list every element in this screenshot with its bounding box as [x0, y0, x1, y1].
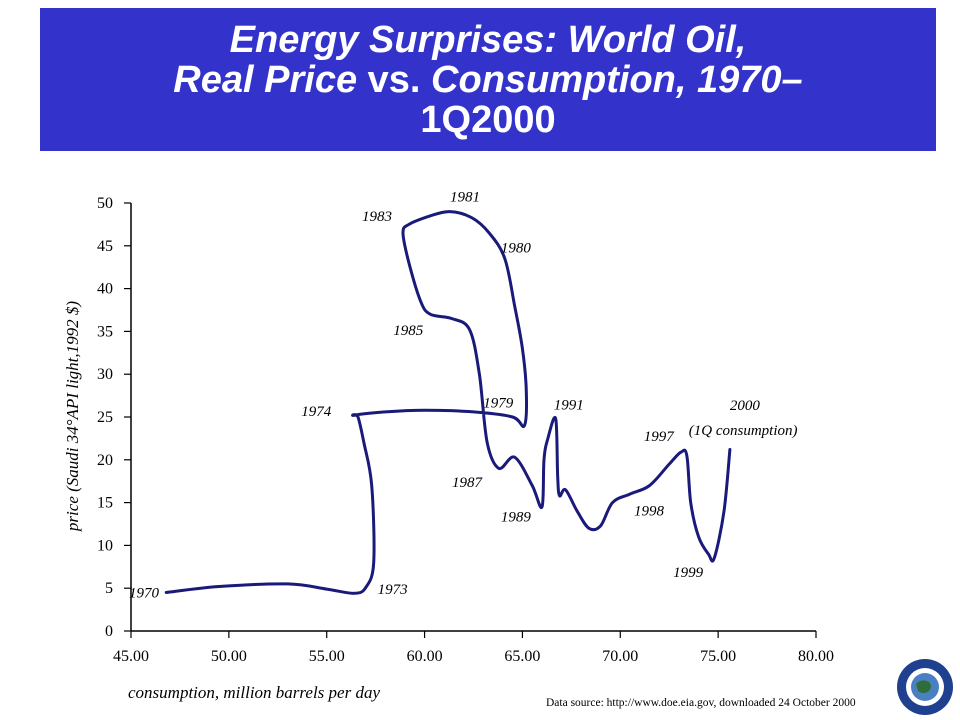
title-line-1: Energy Surprises: World Oil,: [229, 18, 747, 61]
title-banner: Energy Surprises: World Oil, Real Price …: [40, 8, 936, 151]
year-annotation: (1Q consumption): [689, 423, 798, 439]
y-tick-label: 20: [97, 452, 113, 469]
y-tick-label: 45: [97, 238, 113, 255]
title-line-2-c: Consumption, 1970–: [431, 58, 803, 101]
year-annotation: 1974: [301, 404, 332, 420]
annotations: 1970 1973 1974 1979 1980 1981 1983 1985 1987 1989…: [129, 189, 797, 601]
y-tick-label: 40: [97, 281, 113, 298]
y-tick-label: 25: [97, 409, 113, 426]
year-annotation: 1970: [129, 586, 160, 602]
title-line-2-b: vs.: [357, 58, 432, 101]
y-tick-label: 30: [97, 366, 113, 383]
y-tick-label: 0: [105, 623, 113, 640]
seal-continent: [916, 680, 931, 693]
year-annotation: 1980: [501, 241, 532, 257]
x-tick-label: 60.00: [407, 648, 443, 665]
year-annotation: 1979: [483, 396, 514, 412]
y-tick-label: 15: [97, 495, 113, 512]
series-line-price-vs-consumption: [164, 210, 732, 595]
tick-labels: 0 5 10 15 20 25 30 35 40 45 50 45.00 50.00 55.00 60.00…: [97, 195, 834, 665]
y-tick-label: 5: [105, 580, 113, 597]
x-tick-label: 50.00: [211, 648, 247, 665]
institute-seal-logo: [897, 659, 953, 715]
year-annotation: 1987: [452, 475, 484, 491]
year-annotation: 1997: [644, 429, 676, 445]
y-axis-title: price (Saudi 34°API light,1992 $): [63, 301, 82, 532]
year-annotation: 1973: [378, 582, 408, 598]
title-line-3: 1Q2000: [420, 98, 556, 141]
x-tick-label: 65.00: [504, 648, 540, 665]
series-layer: [164, 210, 732, 595]
data-source-note: Data source: http://www.doe.eia.gov, dow…: [546, 697, 856, 709]
x-tick-label: 55.00: [309, 648, 345, 665]
year-annotation: 1998: [634, 503, 665, 519]
year-annotation: 1981: [450, 189, 480, 205]
x-tick-label: 75.00: [700, 648, 736, 665]
year-annotation: 1999: [673, 565, 704, 581]
x-tick-label: 80.00: [798, 648, 834, 665]
y-tick-label: 10: [97, 537, 113, 554]
x-tick-label: 45.00: [113, 648, 149, 665]
year-annotation: 2000: [730, 398, 761, 414]
year-annotation: 1989: [501, 509, 532, 525]
year-annotation: 1985: [393, 323, 424, 339]
year-annotation: 1983: [362, 209, 392, 225]
title-line-2: Real Price vs. Consumption, 1970–: [173, 60, 802, 100]
x-tick-label: 70.00: [602, 648, 638, 665]
y-tick-label: 50: [97, 195, 113, 212]
x-axis-title: consumption, million barrels per day: [128, 683, 380, 702]
axes: [130, 203, 816, 632]
y-tick-label: 35: [97, 323, 113, 340]
year-annotation: 1991: [554, 397, 584, 413]
title-line-2-a: Real Price: [173, 58, 358, 101]
